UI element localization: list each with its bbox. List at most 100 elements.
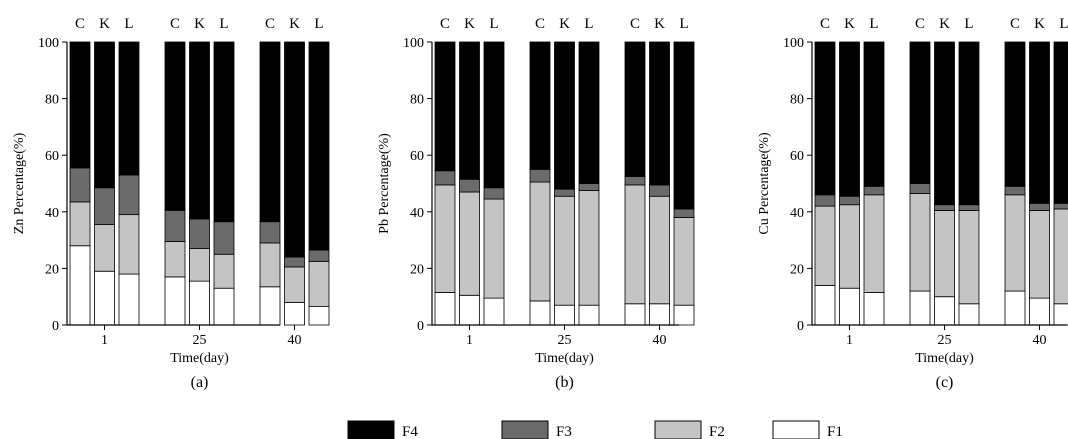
bar-segment-f1 [934,296,955,326]
bar-segment-f3 [839,195,860,206]
legend-label-f2: F2 [709,424,725,439]
legend-swatch-f4 [347,420,395,439]
bar-segment-f3 [673,208,695,218]
bar-segment-f3 [308,249,330,262]
bar-segment-f4 [434,41,456,172]
bar-segment-f2 [814,205,836,286]
bar-segment-f4 [673,41,695,210]
bar-label-k: K [939,16,950,32]
bar-segment-f1 [284,301,305,326]
bar-segment-f2 [554,195,575,306]
bar-segment-f1 [814,284,836,326]
bar-label-c: C [170,16,180,32]
bar-segment-f3 [578,183,600,191]
x-tick-label: 25 [938,333,952,348]
x-axis-label: Time(day) [915,351,974,366]
bar-segment-f3 [459,178,480,193]
legend-label-f4: F4 [402,424,418,439]
bar-segment-f2 [529,181,551,302]
bar-segment-f1 [839,287,860,326]
bar-label-c: C [75,16,85,32]
bar-segment-f2 [909,193,931,292]
y-tick-label: 0 [417,319,424,334]
bar-segment-f4 [863,41,885,187]
bar-segment-f1 [1004,290,1026,326]
bar-segment-f4 [483,41,505,189]
bar-label-k: K [464,16,475,32]
bar-segment-f4 [909,41,931,184]
bar-label-c: C [820,16,830,32]
bar-segment-f1 [958,303,980,326]
bar-segment-f4 [1053,41,1068,204]
bar-segment-f2 [863,194,885,293]
bar-segment-f3 [1053,202,1068,210]
legend-label-f1: F1 [827,424,843,439]
bar-segment-f4 [259,41,281,223]
bar-segment-f2 [94,224,115,272]
x-tick-label: 40 [653,333,667,348]
y-tick-label: 60 [790,149,804,164]
bar-segment-f2 [578,190,600,306]
bar-label-l: L [679,16,688,32]
bar-segment-f3 [529,168,551,183]
x-tick-label: 25 [193,333,207,348]
x-axis-label: Time(day) [535,351,594,366]
bar-segment-f3 [284,256,305,268]
bar-segment-f4 [118,41,140,176]
bar-segment-f4 [934,41,955,206]
bar-segment-f2 [284,266,305,303]
x-tick-label: 25 [558,333,572,348]
bar-segment-f3 [554,188,575,197]
bar-label-c: C [630,16,640,32]
y-tick-label: 40 [790,206,804,221]
bar-segment-f4 [308,41,330,251]
bar-label-k: K [194,16,205,32]
legend-swatch-f3 [501,420,549,439]
bar-label-k: K [1034,16,1045,32]
bar-segment-f2 [934,209,955,298]
y-tick-label: 0 [52,319,59,334]
bar-segment-f2 [483,198,505,299]
bar-label-k: K [289,16,300,32]
bar-label-k: K [559,16,570,32]
bar-segment-f3 [118,174,140,216]
bar-segment-f1 [578,304,600,326]
legend-swatch-f2 [654,420,702,439]
bar-segment-f3 [164,209,186,242]
bar-label-l: L [869,16,878,32]
bar-segment-f3 [189,218,210,249]
bar-segment-f3 [483,187,505,200]
bar-segment-f1 [189,280,210,326]
bar-segment-f2 [213,253,235,289]
bar-segment-f3 [259,221,281,244]
bar-segment-f1 [69,245,91,326]
bar-label-l: L [314,16,323,32]
bar-segment-f4 [1029,41,1050,204]
bar-label-c: C [440,16,450,32]
x-tick-label: 1 [846,333,853,348]
x-axis-label: Time(day) [170,351,229,366]
bar-segment-f1 [863,292,885,326]
x-tick-label: 1 [466,333,473,348]
bar-label-l: L [219,16,228,32]
bar-segment-f1 [459,294,480,326]
y-tick-label: 20 [790,262,804,277]
legend-label-f3: F3 [556,424,572,439]
bar-label-k: K [99,16,110,32]
bar-segment-f2 [1053,208,1068,305]
bar-segment-f4 [624,41,646,177]
bar-segment-f4 [839,41,860,197]
bar-segment-f2 [434,184,456,293]
y-tick-label: 100 [403,36,424,51]
y-tick-label: 0 [797,319,804,334]
bar-segment-f3 [434,170,456,186]
bar-segment-f3 [934,204,955,211]
bar-label-k: K [654,16,665,32]
bar-segment-f2 [118,214,140,275]
bar-label-l: L [1059,16,1068,32]
bar-segment-f1 [1053,303,1068,326]
bar-segment-f2 [839,204,860,289]
bar-segment-f3 [213,221,235,255]
bar-segment-f1 [673,304,695,326]
bar-segment-f4 [459,41,480,180]
